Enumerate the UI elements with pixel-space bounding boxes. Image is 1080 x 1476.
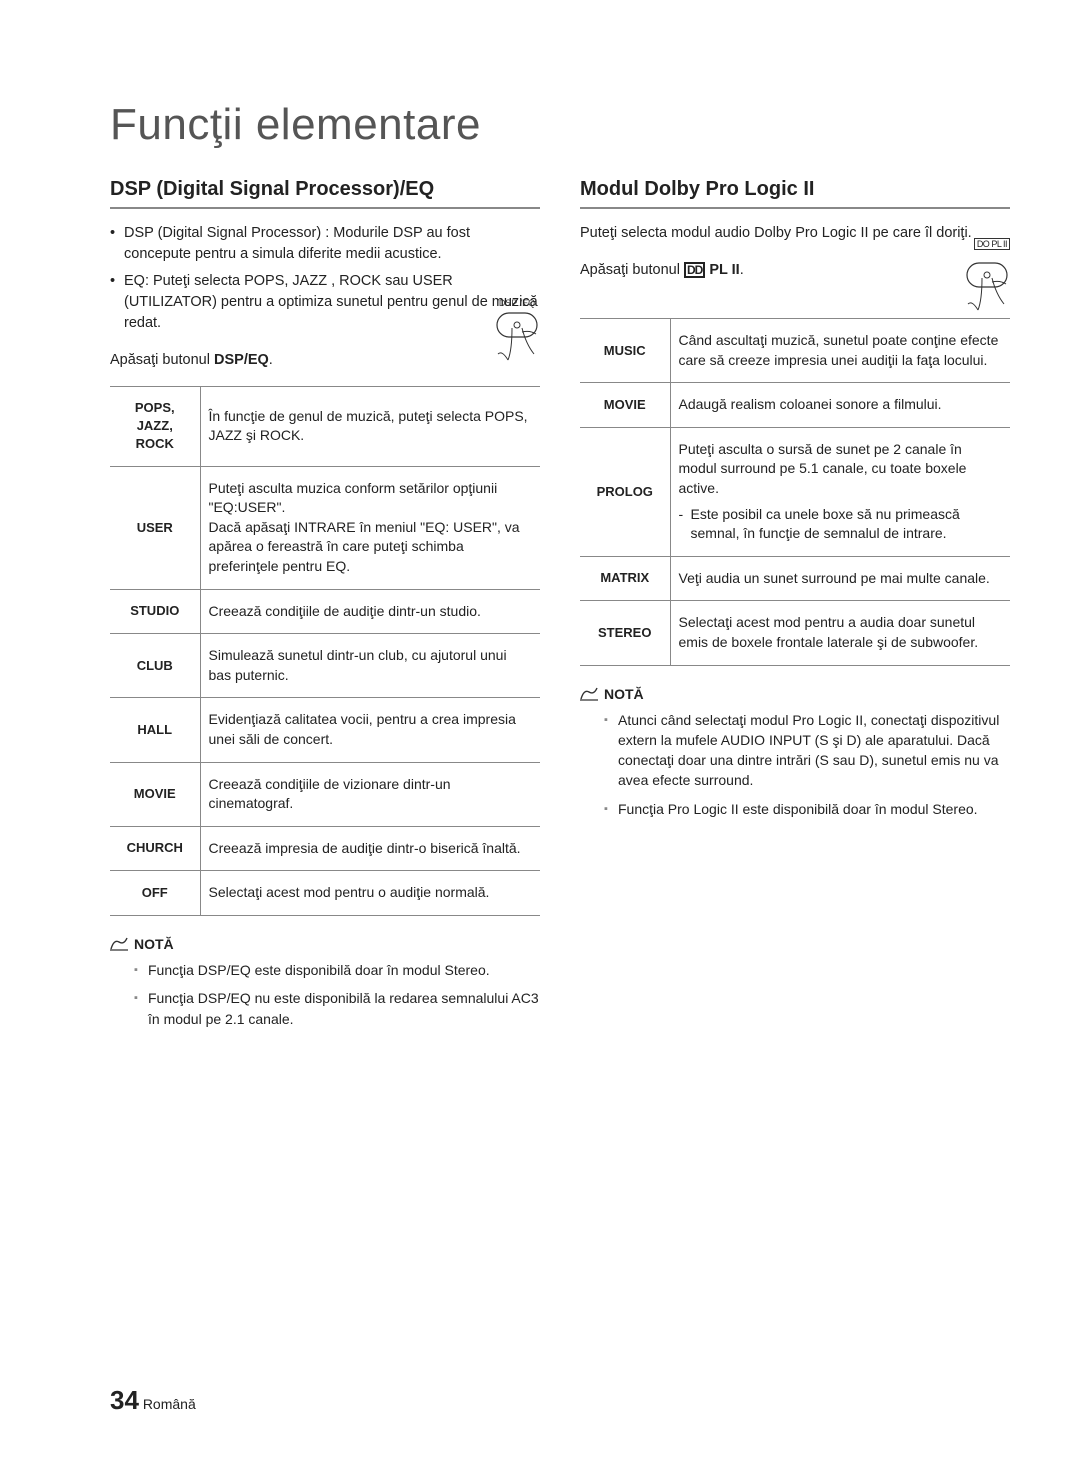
- dolby-notes: Atunci când selectaţi modul Pro Logic II…: [580, 710, 1010, 819]
- mode-desc: Adaugă realism coloanei sonore a filmulu…: [670, 383, 1010, 428]
- table-row: USER Puteţi asculta muzica conform setăr…: [110, 466, 540, 589]
- mode-label: MUSIC: [580, 319, 670, 383]
- table-row: MOVIE Creează condiţiile de vizionare di…: [110, 762, 540, 826]
- note-heading: NOTĂ: [110, 936, 540, 952]
- mode-label: PROLOG: [580, 427, 670, 556]
- table-row: STEREO Selectaţi acest mod pentru a audi…: [580, 601, 1010, 665]
- page-title: Funcţii elementare: [110, 100, 1010, 150]
- dolby-heading: Modul Dolby Pro Logic II: [580, 178, 1010, 209]
- table-row: STUDIO Creează condiţiile de audiţie din…: [110, 589, 540, 634]
- mode-desc: Evidenţiază calitatea vocii, pentru a cr…: [200, 698, 540, 762]
- mode-desc: Când ascultaţi muzică, sunetul poate con…: [670, 319, 1010, 383]
- note-item: Funcţia DSP/EQ nu este disponibilă la re…: [134, 988, 540, 1029]
- note-item: Funcţia Pro Logic II este disponibilă do…: [604, 799, 1010, 819]
- mode-label: MATRIX: [580, 556, 670, 601]
- dsp-instruction: Apăsaţi butonul DSP/EQ.: [110, 352, 540, 368]
- table-row: HALL Evidenţiază calitatea vocii, pentru…: [110, 698, 540, 762]
- mode-desc: Puteţi asculta o sursă de sunet pe 2 can…: [670, 427, 1010, 556]
- dsp-bullet: EQ: Puteţi selecta POPS, JAZZ , ROCK sau…: [110, 271, 540, 334]
- table-row: CHURCH Creează impresia de audiţie dintr…: [110, 826, 540, 871]
- mode-label: USER: [110, 466, 200, 589]
- note-label: NOTĂ: [134, 936, 174, 952]
- table-row: MOVIE Adaugă realism coloanei sonore a f…: [580, 383, 1010, 428]
- dolby-instruction: Apăsaţi butonul DD PL II .: [580, 262, 1010, 278]
- note-label: NOTĂ: [604, 686, 644, 702]
- note-heading: NOTĂ: [580, 686, 1010, 702]
- page-lang: Română: [143, 1396, 196, 1412]
- note-icon: [110, 937, 128, 951]
- left-column: DSP (Digital Signal Processor)/EQ DSP (D…: [110, 178, 540, 1037]
- mode-label: CHURCH: [110, 826, 200, 871]
- mode-label: STEREO: [580, 601, 670, 665]
- mode-label: CLUB: [110, 634, 200, 698]
- instr-prefix: Apăsaţi butonul: [580, 262, 684, 278]
- page-footer: 34 Română: [110, 1385, 196, 1416]
- pl-button-illustration: [964, 260, 1010, 316]
- dolby-logo-mini: DO PL II: [974, 238, 1010, 250]
- dsp-bullet: DSP (Digital Signal Processor) : Moduril…: [110, 223, 540, 265]
- table-row: MUSIC Când ascultaţi muzică, sunetul poa…: [580, 319, 1010, 383]
- mode-desc: Veţi audia un sunet surround pe mai mult…: [670, 556, 1010, 601]
- mode-label: OFF: [110, 871, 200, 916]
- instr-suffix: .: [269, 352, 273, 368]
- mode-label: POPS, JAZZ, ROCK: [110, 387, 200, 467]
- mode-label: MOVIE: [580, 383, 670, 428]
- mode-desc: Selectaţi acest mod pentru o audiţie nor…: [200, 871, 540, 916]
- mode-label: HALL: [110, 698, 200, 762]
- dsp-modes-table: POPS, JAZZ, ROCK În funcţie de genul de …: [110, 386, 540, 916]
- mode-desc-main: Puteţi asculta o sursă de sunet pe 2 can…: [679, 441, 967, 496]
- note-icon: [580, 687, 598, 701]
- instr-prefix: Apăsaţi butonul: [110, 352, 214, 368]
- mode-label: STUDIO: [110, 589, 200, 634]
- mode-desc: Puteţi asculta muzica conform setărilor …: [200, 466, 540, 589]
- mode-desc: Simulează sunetul dintr-un club, cu ajut…: [200, 634, 540, 698]
- dsp-bullets: DSP (Digital Signal Processor) : Moduril…: [110, 223, 540, 334]
- table-row: CLUB Simulează sunetul dintr-un club, cu…: [110, 634, 540, 698]
- dsp-heading: DSP (Digital Signal Processor)/EQ: [110, 178, 540, 209]
- instr-suffix: .: [740, 262, 744, 278]
- mode-desc: Selectaţi acest mod pentru a audia doar …: [670, 601, 1010, 665]
- dolby-modes-table: MUSIC Când ascultaţi muzică, sunetul poa…: [580, 318, 1010, 666]
- instr-button: DSP/EQ: [214, 352, 269, 368]
- right-column: Modul Dolby Pro Logic II Puteţi selecta …: [580, 178, 1010, 1037]
- table-row: POPS, JAZZ, ROCK În funcţie de genul de …: [110, 387, 540, 467]
- table-row: PROLOG Puteţi asculta o sursă de sunet p…: [580, 427, 1010, 556]
- table-row: MATRIX Veţi audia un sunet surround pe m…: [580, 556, 1010, 601]
- page-number: 34: [110, 1385, 139, 1415]
- table-row: OFF Selectaţi acest mod pentru o audiţie…: [110, 871, 540, 916]
- mode-label: MOVIE: [110, 762, 200, 826]
- note-item: Funcţia DSP/EQ este disponibilă doar în …: [134, 960, 540, 980]
- dolby-d-icon: DD: [684, 262, 705, 278]
- mode-desc: Creează condiţiile de vizionare dintr-un…: [200, 762, 540, 826]
- note-item: Atunci când selectaţi modul Pro Logic II…: [604, 710, 1010, 791]
- dsp-notes: Funcţia DSP/EQ este disponibilă doar în …: [110, 960, 540, 1029]
- mode-desc: Creează impresia de audiţie dintr-o bise…: [200, 826, 540, 871]
- mode-desc-dash: Este posibil ca unele boxe să nu primeas…: [679, 505, 1003, 544]
- pl-text: PL II: [709, 262, 739, 278]
- dolby-intro: Puteţi selecta modul audio Dolby Pro Log…: [580, 223, 1010, 244]
- mode-desc: Creează condiţiile de audiţie dintr-un s…: [200, 589, 540, 634]
- mode-desc: În funcţie de genul de muzică, puteţi se…: [200, 387, 540, 467]
- pl-button-label: DD PL II: [684, 262, 740, 278]
